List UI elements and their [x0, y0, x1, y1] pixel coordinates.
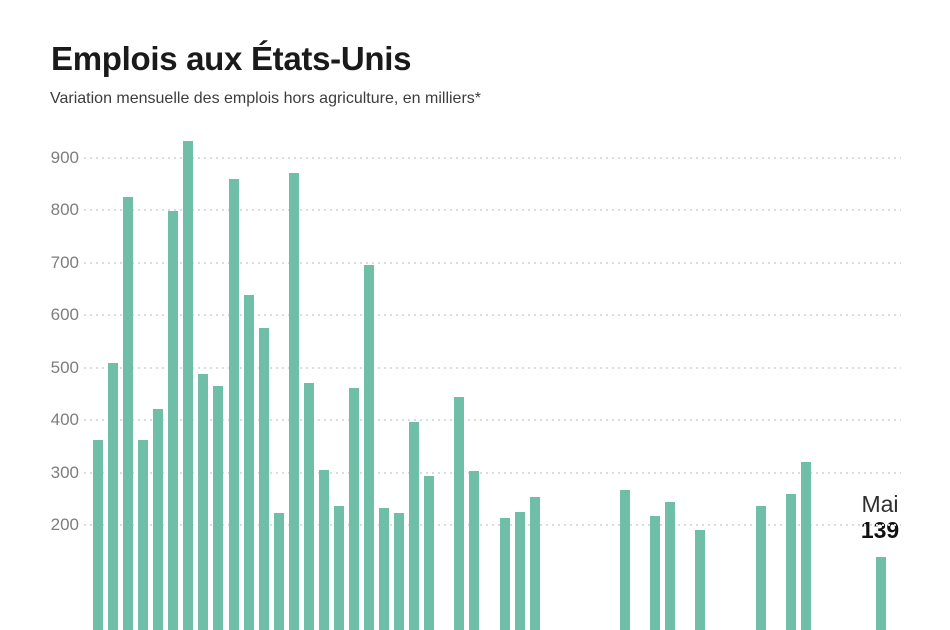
bar: [529, 497, 540, 630]
latest-value-annotation: Mai 139: [830, 491, 930, 543]
bar: [424, 476, 435, 630]
bar: [755, 506, 766, 630]
bar: [123, 196, 134, 630]
gridline: [84, 419, 901, 421]
y-axis-tick-label: 200: [50, 515, 79, 534]
bar: [243, 295, 254, 630]
bar: [665, 501, 676, 630]
bar: [695, 530, 706, 630]
gridline: [84, 156, 901, 159]
bar: [514, 511, 525, 630]
bar: [213, 385, 224, 630]
bar: [138, 439, 149, 630]
bar: [454, 396, 465, 630]
page-subtitle: Variation mensuelle des emplois hors agr…: [50, 90, 482, 107]
y-axis-tick-label: 500: [50, 357, 79, 377]
bar: [258, 328, 269, 630]
y-axis-tick-label: 300: [50, 462, 79, 482]
y-axis-tick-label: 800: [50, 200, 79, 219]
bar: [620, 489, 631, 630]
gridline: [84, 209, 901, 211]
chart-area: Mai 139 200 300 400 500 600 700 800 900: [50, 140, 901, 630]
bar: [333, 506, 344, 630]
latest-value-label: 139: [860, 517, 900, 543]
gridline: [84, 366, 901, 369]
gridline: [84, 524, 901, 526]
y-axis-tick-label: 900: [50, 147, 79, 167]
bar: [273, 512, 284, 630]
bar: [348, 387, 359, 630]
gridline: [84, 261, 901, 264]
y-axis-tick-label: 700: [50, 252, 79, 272]
latest-month-label: Mai: [861, 491, 899, 517]
gridline: [84, 314, 901, 316]
bar: [228, 179, 239, 630]
bar: [318, 469, 329, 630]
bar: [876, 557, 887, 630]
chart-figure: Emplois aux États-Unis Variation mensuel…: [50, 40, 901, 630]
bar: [198, 374, 209, 630]
bar: [153, 408, 164, 630]
bar: [379, 508, 390, 630]
bar: [364, 265, 375, 630]
bar: [499, 518, 510, 630]
bar: [785, 494, 796, 630]
bar: [183, 140, 194, 630]
y-axis-tick-label: 400: [50, 410, 79, 429]
bar: [288, 173, 299, 630]
gridline: [84, 471, 901, 474]
bar: [168, 211, 179, 630]
page-title: Emplois aux États-Unis: [51, 40, 412, 77]
bar: [800, 462, 811, 630]
bar: [409, 422, 420, 630]
bar: [108, 362, 119, 630]
bar: [303, 383, 314, 630]
bar: [394, 512, 405, 630]
bar: [469, 470, 480, 630]
bar: [93, 439, 103, 630]
y-axis-tick-label: 600: [50, 305, 79, 324]
